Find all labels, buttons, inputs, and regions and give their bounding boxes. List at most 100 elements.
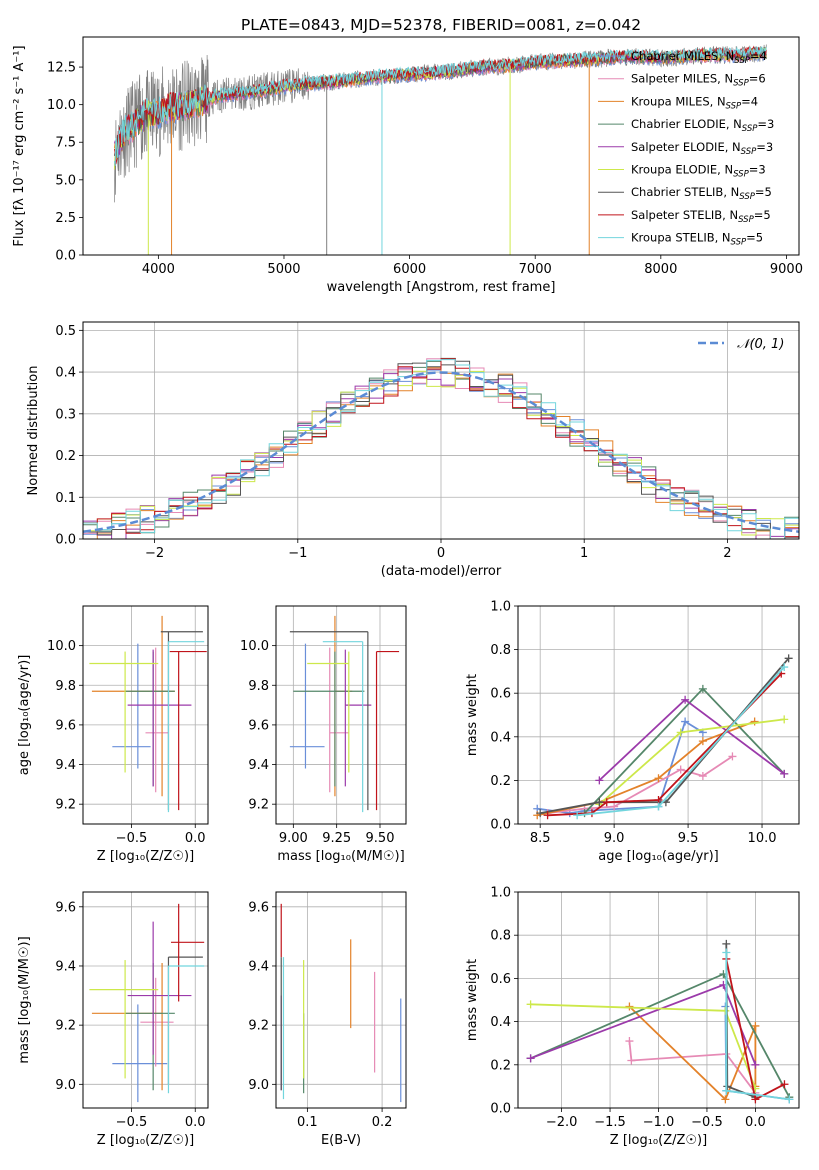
weight-marker-ch_elodie xyxy=(698,684,707,693)
y-tick-label: 9.4 xyxy=(248,758,269,773)
y-tick-label: 5.0 xyxy=(55,173,76,188)
weight-marker-sa_miles xyxy=(698,772,707,781)
panel-weight_vs_Z: −2.0 −1.5 −1.0 −0.5 0.0 0.0 0.2 0.4 0.6 0.8 1.0 Z [… xyxy=(465,886,800,1148)
legend-label-tail: =5 xyxy=(746,231,763,245)
y-tick-label: 9.6 xyxy=(55,718,76,733)
axes-frame xyxy=(517,605,800,825)
legend-label-sub: SSP xyxy=(734,56,750,66)
legend-label-text: Kroupa STELIB, N xyxy=(631,231,731,245)
plot-area-mass_vs_Z xyxy=(89,903,205,1103)
weight-marker-sa_elodie xyxy=(595,776,604,785)
y-tick-label: 0.0 xyxy=(490,1102,511,1117)
weight-marker-sa_stelib xyxy=(751,1095,760,1104)
legend-label: Kroupa ELODIE, NSSP=3 xyxy=(631,163,766,180)
y-tick-label: 9.0 xyxy=(248,1078,269,1093)
x-tick-label: 0 xyxy=(437,546,445,561)
weight-marker-sa_miles xyxy=(627,1056,636,1065)
weight-marker-kr_miles xyxy=(721,1095,730,1104)
y-axis-label: Normed distribution xyxy=(26,366,41,496)
y-tick-label: 0.4 xyxy=(55,366,76,381)
weight-marker-sa_elodie xyxy=(526,1054,535,1063)
axes-frame xyxy=(82,36,800,256)
weight-marker-kr_miles xyxy=(751,1021,760,1030)
y-tick-label: 0.8 xyxy=(490,929,511,944)
weight-marker-sa_stelib xyxy=(780,1080,789,1089)
x-tick-label: 4000 xyxy=(142,262,175,277)
legend-label: Salpeter MILES, NSSP=6 xyxy=(631,72,766,89)
x-axis-label: age [log₁₀(age/yr)] xyxy=(598,849,719,864)
y-tick-label: 10.0 xyxy=(240,639,269,654)
legend-label-sub: SSP xyxy=(738,215,754,225)
y-tick-label: 0.3 xyxy=(55,407,76,422)
legend-label-text: Kroupa ELODIE, N xyxy=(631,163,733,177)
model-spectrum-kr_stelib xyxy=(113,46,767,166)
weight-line-sa_elodie xyxy=(530,983,757,1066)
legend-label-tail: =4 xyxy=(741,94,758,108)
weight-line-sa_miles xyxy=(628,1040,757,1094)
weight-line-sa_miles xyxy=(547,755,733,814)
weight-line-ch_miles xyxy=(537,720,704,815)
weight-marker-sa_elodie xyxy=(780,769,789,778)
legend-label-text: Salpeter MILES, N xyxy=(631,72,733,86)
legend-label-tail: =5 xyxy=(754,208,771,222)
axes-frame xyxy=(82,605,209,825)
legend-label-sub: SSP xyxy=(741,147,757,157)
x-tick-label: −0.5 xyxy=(116,1115,148,1130)
x-tick-label: −1.0 xyxy=(643,1115,675,1130)
y-tick-label: 9.0 xyxy=(55,1078,76,1093)
y-tick-label: 9.2 xyxy=(248,798,269,813)
y-tick-label: 9.6 xyxy=(55,900,76,915)
legend-label: Salpeter ELODIE, NSSP=3 xyxy=(631,140,773,157)
weight-marker-sa_miles xyxy=(610,802,619,811)
weight-line-kr_miles xyxy=(628,1005,757,1101)
x-tick-label: 1 xyxy=(580,546,588,561)
weight-marker-sa_elodie xyxy=(681,695,690,704)
y-tick-label: 0.6 xyxy=(490,972,511,987)
y-tick-label: 0.1 xyxy=(55,491,76,506)
legend-label-sub: SSP xyxy=(726,101,742,111)
weight-line-ch_miles xyxy=(724,1006,790,1101)
axes-frame xyxy=(517,891,800,1109)
legend-label-sub: SSP xyxy=(739,192,755,202)
weight-marker-kr_stelib xyxy=(654,802,663,811)
weight-marker-sa_miles xyxy=(676,765,685,774)
weight-marker-sa_miles xyxy=(728,752,737,761)
figure-title: PLATE=0843, MJD=52378, FIBERID=0081, z=0… xyxy=(241,16,641,34)
weight-marker-kr_elodie xyxy=(780,715,789,724)
legend-label-tail: =6 xyxy=(749,72,766,86)
panel-weight_vs_age: 8.5 9.0 9.5 10.0 0.0 0.2 0.4 0.6 0.8 1.0 age [log₁… xyxy=(465,600,800,864)
weight-marker-ch_stelib xyxy=(784,654,793,663)
weight-marker-ch_stelib xyxy=(595,798,604,807)
y-tick-label: 9.6 xyxy=(248,718,269,733)
axes-frame xyxy=(275,891,407,1109)
x-axis-label: Z [log₁₀(Z/Z☉)] xyxy=(97,1133,194,1148)
plot-area-age_vs_mass xyxy=(289,615,400,813)
legend-label: Chabrier MILES, NSSP=4 xyxy=(631,49,767,66)
y-tick-label: 9.2 xyxy=(55,798,76,813)
weight-marker-sa_elodie xyxy=(751,1060,760,1069)
weight-marker-kr_stelib xyxy=(785,1095,794,1104)
axes-frame xyxy=(82,891,209,1109)
y-tick-label: 9.4 xyxy=(55,959,76,974)
y-tick-label: 1.0 xyxy=(490,600,511,615)
weight-marker-kr_miles xyxy=(750,717,759,726)
y-tick-label: 0.5 xyxy=(55,324,76,339)
y-tick-label: 0.0 xyxy=(55,533,76,548)
x-axis-label: (data-model)/error xyxy=(381,564,502,579)
weight-marker-kr_stelib xyxy=(573,811,582,820)
x-tick-label: 9.0 xyxy=(604,831,625,846)
y-tick-label: 9.8 xyxy=(248,679,269,694)
y-tick-label: 9.8 xyxy=(55,679,76,694)
plot-area-mass_vs_ebv xyxy=(280,903,402,1103)
legend-label: Chabrier ELODIE, NSSP=3 xyxy=(631,117,774,134)
weight-marker-sa_stelib xyxy=(602,798,611,807)
plot-layer: 4000 5000 6000 7000 8000 90000.02.55.07.510.0… xyxy=(12,36,803,1148)
legend-label: Kroupa STELIB, NSSP=5 xyxy=(631,231,763,248)
y-tick-label: 0.2 xyxy=(490,1058,511,1073)
weight-marker-ch_stelib xyxy=(536,809,545,818)
x-tick-label: 0.1 xyxy=(297,1115,318,1130)
x-tick-label: 8000 xyxy=(644,262,677,277)
legend-label-tail: =5 xyxy=(755,185,772,199)
y-tick-label: 10.0 xyxy=(47,98,76,113)
